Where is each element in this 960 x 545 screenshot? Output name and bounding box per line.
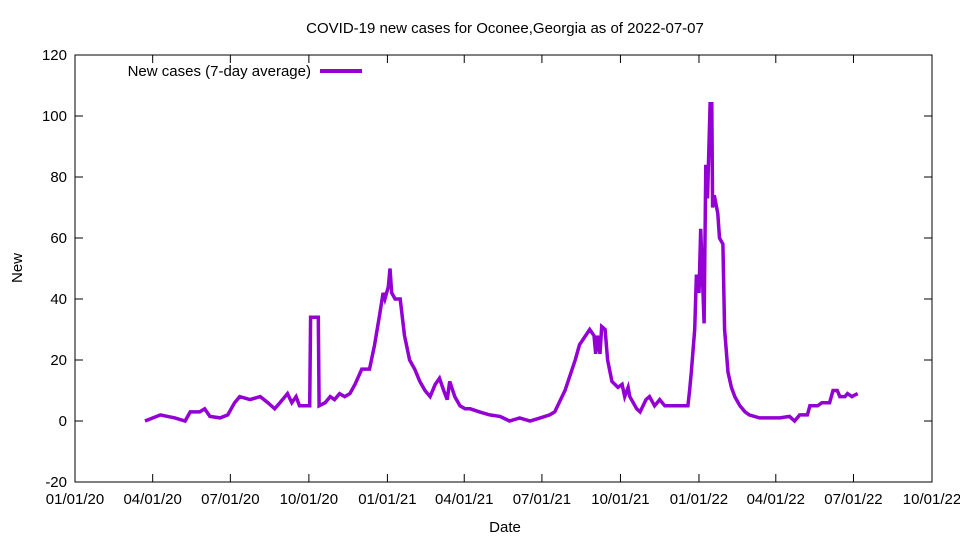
y-tick-label: 120 [42, 47, 67, 64]
x-tick-label: 01/01/22 [670, 491, 728, 508]
x-axis-label: Date [489, 519, 521, 536]
x-tick-label: 01/01/20 [46, 491, 104, 508]
y-tick-label: 80 [50, 169, 67, 186]
y-tick-label: 0 [59, 413, 67, 430]
x-tick-label: 04/01/22 [747, 491, 805, 508]
x-tick-label: 07/01/21 [513, 491, 571, 508]
y-tick-label: 60 [50, 230, 67, 247]
y-tick-label: 20 [50, 352, 67, 369]
x-tick-label: 01/01/21 [358, 491, 416, 508]
x-tick-label: 04/01/21 [435, 491, 493, 508]
y-axis-label: New [9, 253, 26, 283]
x-tick-label: 07/01/22 [824, 491, 882, 508]
x-tick-label: 10/01/22 [903, 491, 960, 508]
y-tick-label: -20 [45, 474, 67, 491]
y-tick-label: 100 [42, 108, 67, 125]
chart-title: COVID-19 new cases for Oconee,Georgia as… [306, 20, 704, 37]
series-line [144, 102, 859, 424]
x-tick-label: 10/01/21 [591, 491, 649, 508]
plot-border [74, 54, 933, 483]
y-tick-label: 40 [50, 291, 67, 308]
legend-label: New cases (7-day average) [128, 63, 311, 80]
legend: New cases (7-day average) [128, 63, 362, 80]
axes: -20 0 20 40 60 80 100 120 01/01/20 04/01/20 07/01/… [42, 47, 960, 508]
x-tick-label: 10/01/20 [280, 491, 338, 508]
x-tick-label: 07/01/20 [201, 491, 259, 508]
x-tick-label: 04/01/20 [123, 491, 181, 508]
